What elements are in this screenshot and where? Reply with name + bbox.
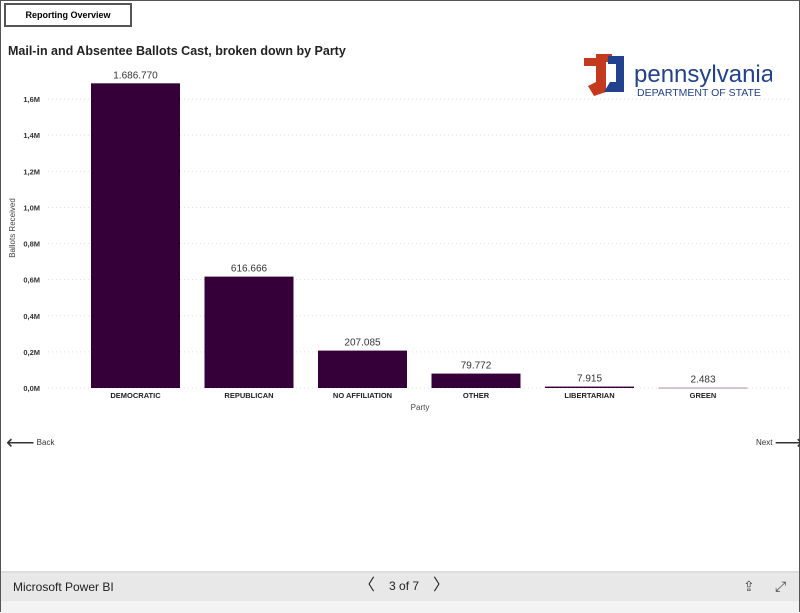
data-label: 207.085 xyxy=(344,338,381,349)
back-label: Back xyxy=(36,438,55,447)
x-tick-label: DEMOCRATIC xyxy=(110,391,161,400)
data-label: 7.915 xyxy=(577,374,602,385)
bar-other xyxy=(431,373,521,388)
bar-chart: 0,0M 0,2M 0,4M 0,6M 0,8M 1,0M 1,2M 1,4M 1,6M 1.68… xyxy=(8,70,790,412)
reporting-overview-button[interactable]: Reporting Overview xyxy=(4,3,132,27)
fullscreen-icon[interactable]: ⤢ xyxy=(775,578,787,594)
x-axis-label: Party xyxy=(411,403,430,412)
x-tick-label: REPUBLICAN xyxy=(224,391,273,400)
data-label: 616.666 xyxy=(231,264,268,275)
y-tick-label: 1,2M xyxy=(23,167,40,176)
x-tick-label: OTHER xyxy=(463,391,490,400)
share-icon[interactable]: ⇪ xyxy=(743,578,755,594)
y-tick-label: 0,2M xyxy=(23,348,40,357)
y-tick-label: 0,4M xyxy=(23,312,40,321)
bar-democratic xyxy=(91,83,180,388)
arrow-right-icon: ⟶ xyxy=(774,432,800,454)
chart-title: Mail-in and Absentee Ballots Cast, broke… xyxy=(8,44,346,58)
x-tick-label: LIBERTARIAN xyxy=(564,391,614,400)
arrow-left-icon: ⟵ xyxy=(6,432,35,454)
prev-page-button[interactable]: 〈 xyxy=(359,577,376,594)
pager: 〈 3 of 7 〉 xyxy=(359,578,449,594)
y-tick-label: 1,0M xyxy=(23,203,40,212)
y-tick-label: 0,0M xyxy=(23,384,40,393)
bottom-strip xyxy=(1,601,799,613)
bar-green xyxy=(658,387,748,389)
next-page-button[interactable]: 〉 xyxy=(433,577,450,594)
next-label: Next xyxy=(756,438,773,447)
brand-label: Microsoft Power BI xyxy=(13,580,114,594)
y-tick-label: 1,6M xyxy=(23,95,40,104)
bar-no-affiliation xyxy=(318,350,407,388)
x-tick-label: NO AFFILIATION xyxy=(333,391,392,400)
y-tick-label: 0,6M xyxy=(23,276,40,285)
back-button[interactable]: ⟵ Back xyxy=(6,430,54,455)
data-label: 1.686.770 xyxy=(113,70,158,81)
svg-text:pennsylvania: pennsylvania xyxy=(634,61,772,88)
x-tick-label: GREEN xyxy=(690,391,717,400)
y-axis-label: Ballots Received xyxy=(8,198,17,258)
footer-bar: Microsoft Power BI 〈 3 of 7 〉 ⇪ ⤢ xyxy=(1,571,799,601)
y-tick-label: 1,4M xyxy=(23,131,40,140)
bar-republican xyxy=(204,276,294,388)
page-indicator: 3 of 7 xyxy=(389,579,420,593)
next-button[interactable]: Next ⟶ xyxy=(756,430,800,455)
bar-libertarian xyxy=(545,386,634,388)
pennsylvania-logo: pennsylvania DEPARTMENT OF STATE xyxy=(584,54,772,99)
svg-text:DEPARTMENT OF STATE: DEPARTMENT OF STATE xyxy=(637,87,761,99)
data-label: 79.772 xyxy=(461,361,492,372)
data-label: 2.483 xyxy=(690,375,715,386)
y-tick-label: 0,8M xyxy=(23,240,40,249)
